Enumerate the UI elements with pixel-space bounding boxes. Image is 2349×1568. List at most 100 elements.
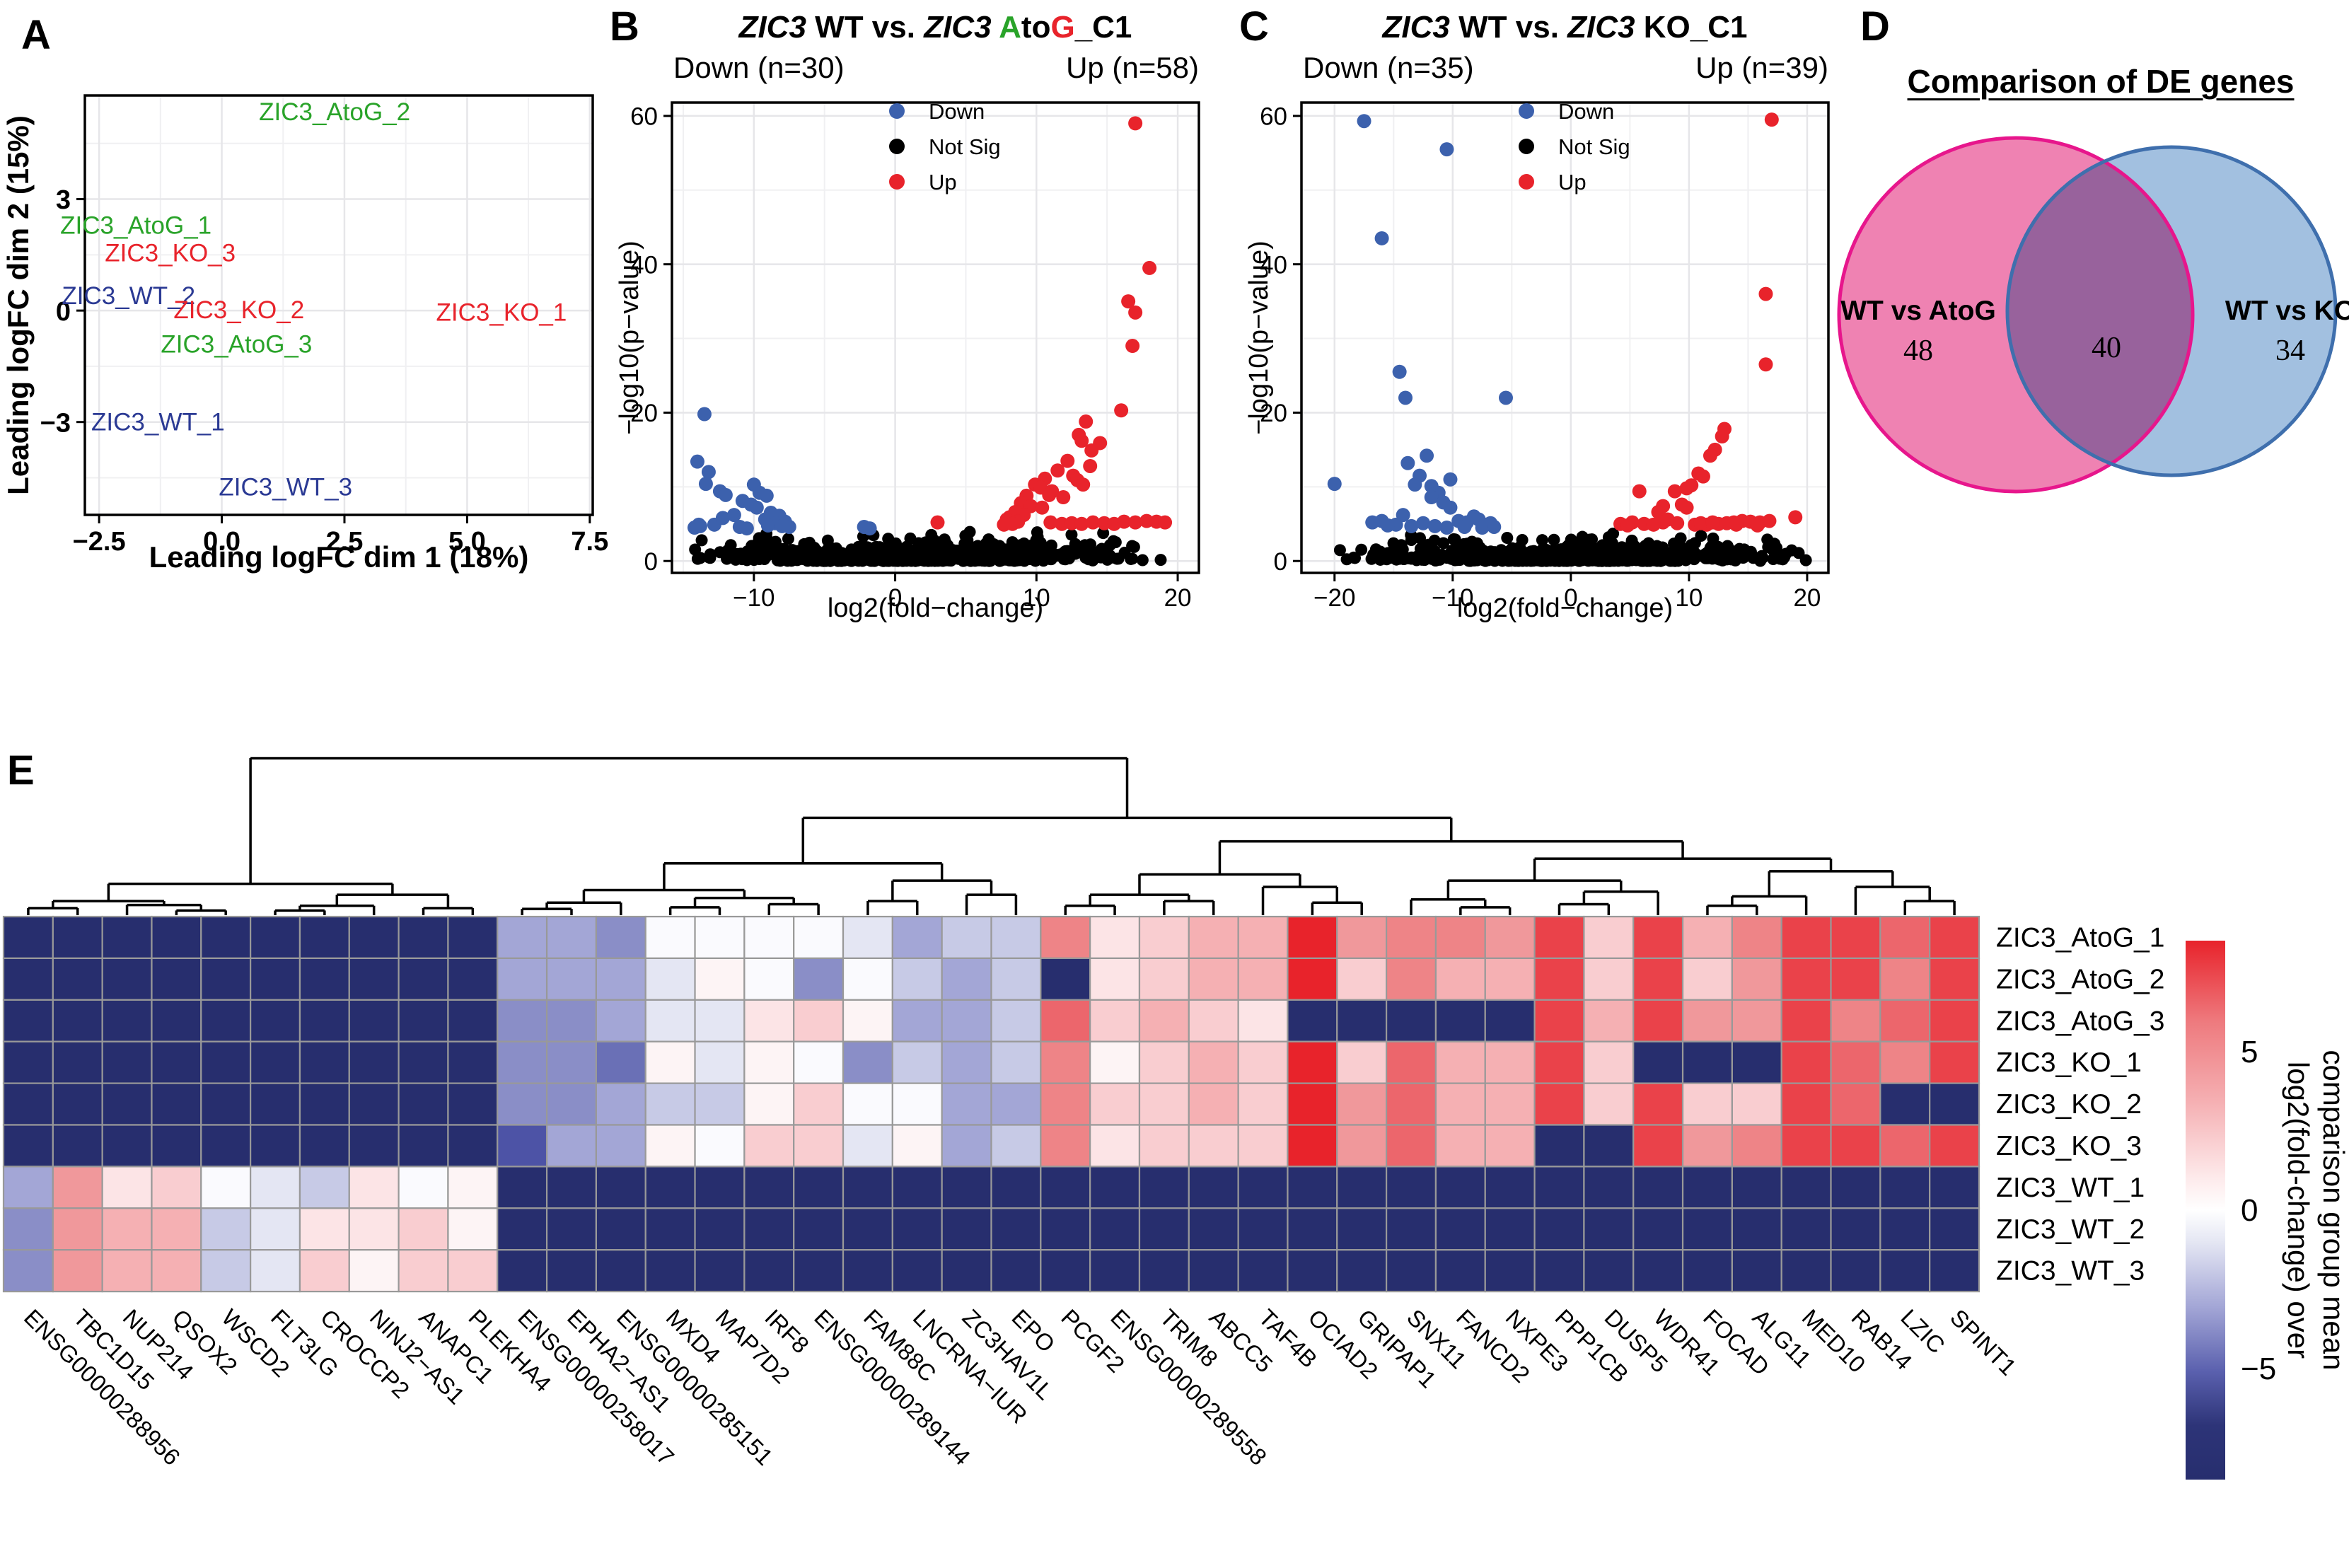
row-label-ZIC3_KO_3: ZIC3_KO_3 <box>1996 1131 2142 1161</box>
venn-right-circle <box>2007 147 2336 475</box>
svg-text:40: 40 <box>630 251 658 279</box>
tick-labels: −20 −10 0 10 20 0 20 40 60 <box>1260 103 1821 612</box>
mds-sample-ZIC3_KO_1: ZIC3_KO_1 <box>436 299 567 327</box>
volcano-b-up-count: Up (n=58) <box>1066 51 1199 84</box>
volcano_atog-legend: Down Not Sig Up <box>889 99 1001 194</box>
colorbar-label: log2(fold-change) over comparison group m… <box>2282 1050 2349 1371</box>
svg-text:5.0: 5.0 <box>448 527 486 557</box>
panel-letter-d: D <box>1860 4 1890 50</box>
volcano_atog-down-points <box>687 407 877 536</box>
svg-text:Down: Down <box>1558 99 1614 124</box>
svg-text:−2.5: −2.5 <box>73 527 126 557</box>
title-part: KO_C1 <box>1635 10 1748 45</box>
row-label-ZIC3_WT_2: ZIC3_WT_2 <box>1996 1214 2145 1245</box>
venn-right-label: WT vs KO <box>2225 296 2349 326</box>
svg-text:0.0: 0.0 <box>203 527 240 557</box>
svg-text:60: 60 <box>1260 103 1287 130</box>
title-part: WT vs. <box>806 10 924 45</box>
volcano_ko-down-points <box>1327 114 1513 535</box>
panel-letter-c: C <box>1239 4 1269 50</box>
svg-text:−10: −10 <box>1432 584 1473 612</box>
svg-text:5: 5 <box>2241 1035 2258 1069</box>
heatmap-dendrogram <box>27 757 1956 915</box>
mds-sample-ZIC3_WT_2: ZIC3_WT_2 <box>62 282 195 310</box>
svg-text:20: 20 <box>630 400 658 427</box>
svg-text:10: 10 <box>1675 584 1703 612</box>
title-part: ZIC3 <box>924 10 992 45</box>
svg-text:3: 3 <box>56 185 71 215</box>
svg-text:Up: Up <box>1558 170 1587 194</box>
heatmap-col-labels: ENSG00000288956TBC1D15NUP214QSOX2WSCD2FL… <box>19 1304 2022 1470</box>
svg-text:0: 0 <box>644 548 658 576</box>
volcano-b-title: ZIC3 WT vs. ZIC3 AtoG_C1 <box>672 10 1199 45</box>
mds-plot: −2.5 0.0 2.5 5.0 7.5 3 0 −3 Leading logFC dim 1 … <box>1 94 609 574</box>
svg-text:20: 20 <box>1260 400 1287 427</box>
svg-text:60: 60 <box>630 103 658 130</box>
svg-text:10: 10 <box>1023 584 1050 612</box>
svg-text:7.5: 7.5 <box>571 527 608 557</box>
row-label-ZIC3_WT_3: ZIC3_WT_3 <box>1996 1256 2145 1287</box>
svg-text:−10: −10 <box>733 584 775 612</box>
svg-text:−5: −5 <box>2241 1352 2276 1386</box>
heatmap-row-labels: ZIC3_AtoG_1 ZIC3_AtoG_2 ZIC3_AtoG_3 ZIC3_KO… <box>1996 922 2164 1286</box>
mds-sample-ZIC3_AtoG_1: ZIC3_AtoG_1 <box>60 211 211 239</box>
mds-sample-ZIC3_AtoG_2: ZIC3_AtoG_2 <box>259 98 410 126</box>
panel-letter-e: E <box>7 748 35 794</box>
dendrogram-lines <box>27 757 1956 915</box>
svg-text:0: 0 <box>56 297 71 327</box>
svg-text:0: 0 <box>1274 548 1287 576</box>
panel-letter-a: A <box>21 12 51 58</box>
mds-sample-ZIC3_AtoG_3: ZIC3_AtoG_3 <box>161 330 312 358</box>
title-part: A <box>999 10 1021 45</box>
venn-title: Comparison of DE genes <box>1907 63 2295 100</box>
colorbar-gradient <box>2186 941 2225 1480</box>
tick-labels: −2.5 0.0 2.5 5.0 7.5 3 0 −3 <box>40 185 609 557</box>
title-part: G <box>1050 10 1075 45</box>
mds-sample-ZIC3_KO_2: ZIC3_KO_2 <box>173 296 304 324</box>
svg-text:0: 0 <box>888 584 902 612</box>
volcano-c-plot: −20 −10 0 10 20 0 20 40 60 log2(fold−change) −log1… <box>1244 99 1830 623</box>
svg-text:40: 40 <box>1260 251 1287 279</box>
heatmap-cells <box>2 915 1980 1293</box>
colorbar-ticks: 5 0 −5 <box>2241 1035 2276 1386</box>
volcano-b-down-count: Down (n=30) <box>673 51 845 84</box>
mds-ylabel: Leading logFC dim 2 (15%) <box>1 115 35 495</box>
svg-text:20: 20 <box>1793 584 1821 612</box>
volcano_atog-xlabel: log2(fold−change) <box>828 593 1043 623</box>
heatmap-column-labels: ENSG00000288956TBC1D15NUP214QSOX2WSCD2FL… <box>19 1304 2022 1470</box>
col-label-SPINT1: SPINT1 <box>1945 1304 2022 1381</box>
svg-text:Not Sig: Not Sig <box>1558 134 1630 159</box>
title-part: ZIC3 <box>1567 10 1635 45</box>
svg-text:log2(fold-change) over: log2(fold-change) over <box>2282 1062 2315 1359</box>
svg-text:0: 0 <box>2241 1193 2258 1228</box>
mds-sample-ZIC3_KO_3: ZIC3_KO_3 <box>105 240 236 267</box>
volcano_atog-up-points <box>930 116 1173 532</box>
volcano_atog-ylabel: −log10(p−value) <box>615 240 644 435</box>
svg-text:20: 20 <box>1164 584 1192 612</box>
svg-text:0: 0 <box>1564 584 1577 612</box>
heatmap-grid: ZIC3_AtoG_1 ZIC3_AtoG_2 ZIC3_AtoG_3 ZIC3_KO… <box>2 915 2164 1293</box>
mds-xlabel: Leading logFC dim 1 (18%) <box>149 540 529 574</box>
panel-letter-b: B <box>610 4 639 50</box>
volcano_ko-notsig-points <box>1333 527 1812 567</box>
title-part: _C1 <box>1074 10 1132 45</box>
volcano-c-down-count: Down (n=35) <box>1303 51 1474 84</box>
venn-right-value: 34 <box>2275 335 2305 367</box>
title-part: ZIC3 <box>738 10 806 45</box>
row-label-ZIC3_KO_1: ZIC3_KO_1 <box>1996 1047 2142 1078</box>
svg-text:Up: Up <box>929 170 957 194</box>
volcano-c-up-count: Up (n=39) <box>1695 51 1828 84</box>
volcano-c-title: ZIC3 WT vs. ZIC3 KO_C1 <box>1301 10 1828 45</box>
tick-labels: −10 0 10 20 0 20 40 60 <box>630 103 1191 612</box>
gridlines <box>85 95 593 515</box>
row-label-ZIC3_KO_2: ZIC3_KO_2 <box>1996 1089 2142 1120</box>
mds-sample-ZIC3_WT_3: ZIC3_WT_3 <box>219 474 352 501</box>
volcano_ko-xlabel: log2(fold−change) <box>1457 593 1673 623</box>
svg-text:2.5: 2.5 <box>326 527 364 557</box>
row-label-ZIC3_AtoG_2: ZIC3_AtoG_2 <box>1996 964 2164 994</box>
volcano-b-plot: −10 0 10 20 0 20 40 60 log2(fold−change) −log10(p… <box>615 99 1200 623</box>
row-label-ZIC3_WT_1: ZIC3_WT_1 <box>1996 1173 2145 1203</box>
row-label-ZIC3_AtoG_3: ZIC3_AtoG_3 <box>1996 1006 2164 1036</box>
svg-text:Down: Down <box>929 99 985 124</box>
